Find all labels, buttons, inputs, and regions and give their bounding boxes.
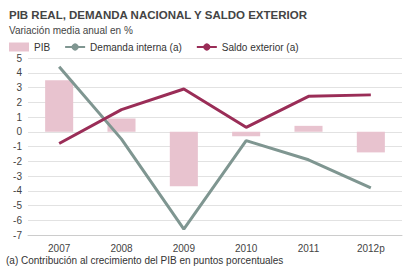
svg-text:2009: 2009 <box>173 243 196 254</box>
svg-text:Demanda interna (a): Demanda interna (a) <box>90 42 182 53</box>
svg-text:4: 4 <box>16 67 22 78</box>
svg-text:PIB REAL, DEMANDA NACIONAL Y S: PIB REAL, DEMANDA NACIONAL Y SALDO EXTER… <box>9 9 308 21</box>
svg-text:2011: 2011 <box>298 243 320 254</box>
svg-text:2012p: 2012p <box>357 243 385 254</box>
svg-text:Variación media anual en %: Variación media anual en % <box>9 25 133 36</box>
svg-text:3: 3 <box>16 82 22 93</box>
svg-text:-2: -2 <box>13 156 22 167</box>
svg-text:PIB: PIB <box>34 42 50 53</box>
svg-text:(a) Contribución al crecimient: (a) Contribución al crecimiento del PIB … <box>6 255 283 266</box>
svg-text:2007: 2007 <box>48 243 71 254</box>
svg-text:-1: -1 <box>13 141 22 152</box>
svg-text:-3: -3 <box>13 171 22 182</box>
svg-text:-7: -7 <box>13 230 22 241</box>
svg-text:-4: -4 <box>13 185 22 196</box>
svg-text:Saldo exterior (a): Saldo exterior (a) <box>222 42 299 53</box>
svg-text:0: 0 <box>16 126 22 137</box>
svg-text:2008: 2008 <box>110 243 133 254</box>
svg-text:-6: -6 <box>13 215 22 226</box>
svg-text:2: 2 <box>16 97 22 108</box>
svg-text:-5: -5 <box>13 200 22 211</box>
svg-text:2010: 2010 <box>235 243 258 254</box>
svg-text:5: 5 <box>16 53 22 64</box>
svg-text:1: 1 <box>16 112 22 123</box>
